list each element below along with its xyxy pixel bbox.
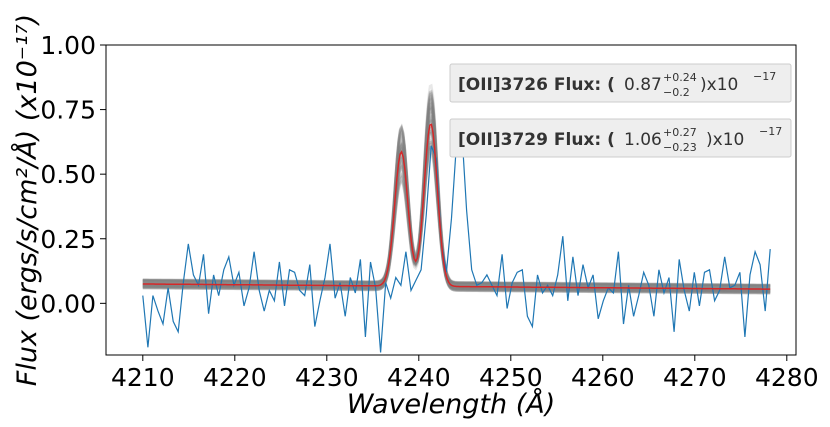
posterior-sample-curve: [142, 106, 771, 287]
x-tick-label: 4210: [111, 363, 175, 392]
posterior-sample-curve: [142, 91, 771, 287]
annotation-suffix: )x10: [706, 130, 744, 150]
posterior-sample-curve: [142, 125, 771, 288]
posterior-sample-curves: [142, 83, 771, 295]
annotation-oii3726: [OII]3726 Flux: ( 0.87 +0.24 −0.2 )x10 −…: [449, 63, 792, 103]
y-tick-label: 0.75: [40, 96, 96, 125]
posterior-sample-curve: [142, 98, 771, 295]
posterior-sample-curve: [142, 95, 771, 294]
y-axis-title: Flux (ergs/s/cm²/Å) (x10⁻¹⁷): [11, 14, 43, 386]
y-tick-label: 0.00: [40, 289, 96, 318]
annotation-exponent: −17: [759, 125, 782, 138]
posterior-sample-curve: [142, 140, 771, 287]
posterior-sample-curve: [142, 144, 771, 292]
plot-frame: [105, 44, 797, 356]
posterior-sample-curve: [142, 123, 771, 286]
posterior-sample-curve: [142, 146, 771, 287]
y-tick-label: 1.00: [40, 31, 96, 60]
annotation-label: [OII]3726 Flux: (: [458, 75, 615, 95]
annotation-label: [OII]3729 Flux: (: [458, 130, 615, 150]
annotation-box: [449, 118, 792, 158]
posterior-sample-curve: [142, 125, 771, 288]
annotation-suffix: )x10: [700, 75, 738, 95]
posterior-sample-curve: [142, 125, 771, 295]
posterior-sample-curve: [142, 102, 771, 287]
posterior-sample-curve: [142, 115, 771, 293]
y-tick-label: 0.50: [40, 160, 96, 189]
annotation-lower-error: −0.23: [663, 141, 697, 154]
x-tick-label: 4250: [479, 363, 543, 392]
posterior-sample-curve: [142, 130, 771, 294]
x-tick-label: 4230: [295, 363, 359, 392]
posterior-sample-curve: [142, 131, 771, 287]
posterior-sample-curve: [142, 129, 771, 288]
observed-spectrum: [142, 127, 771, 353]
posterior-sample-curve: [142, 83, 771, 286]
posterior-sample-curve: [142, 111, 771, 295]
y-tick-label: 0.25: [40, 225, 96, 254]
x-tick-label: 4240: [387, 363, 451, 392]
posterior-sample-curve: [142, 89, 771, 287]
posterior-sample-curve: [142, 92, 771, 286]
posterior-sample-curve: [142, 97, 771, 293]
annotation-value: 0.87: [624, 75, 662, 95]
posterior-sample-curve: [142, 119, 771, 287]
annotation-lower-error: −0.2: [663, 86, 690, 99]
x-tick-label: 4260: [571, 363, 635, 392]
annotation-box: [449, 63, 792, 103]
posterior-sample-curve: [142, 125, 771, 294]
posterior-sample-curve: [142, 142, 771, 291]
posterior-sample-curve: [142, 114, 771, 294]
posterior-sample-curve: [142, 140, 771, 292]
x-tick-label: 4220: [203, 363, 267, 392]
best-fit-model: [142, 123, 771, 290]
posterior-sample-curve: [142, 105, 771, 293]
posterior-sample-curve: [142, 142, 771, 295]
x-axis-title: Wavelength (Å): [347, 388, 556, 420]
posterior-sample-curve: [142, 146, 771, 293]
x-tick-label: 4280: [755, 363, 819, 392]
annotation-oii3729: [OII]3729 Flux: ( 1.06 +0.27 −0.23 )x10 …: [449, 118, 792, 158]
annotation-upper-error: +0.27: [663, 126, 697, 139]
posterior-sample-curve: [142, 136, 771, 290]
posterior-sample-curve: [142, 111, 771, 293]
posterior-sample-curve: [142, 133, 771, 292]
annotation-value: 1.06: [624, 130, 662, 150]
x-tick-label: 4270: [663, 363, 727, 392]
posterior-sample-curve: [142, 129, 771, 293]
annotation-upper-error: +0.24: [663, 71, 697, 84]
posterior-sample-curve: [142, 97, 771, 294]
posterior-sample-curve: [142, 129, 771, 293]
x-axis-ticks: 4210 4220 4230 4240 4250 4260 4270 4280: [111, 355, 819, 392]
posterior-sample-curve: [142, 140, 771, 290]
observed-spectrum-line: [142, 127, 771, 353]
posterior-sample-curve: [142, 96, 771, 295]
posterior-sample-curve: [142, 114, 771, 288]
annotation-exponent: −17: [753, 70, 776, 83]
posterior-sample-curve: [142, 102, 771, 287]
posterior-sample-curve: [142, 89, 771, 293]
posterior-sample-curve: [142, 132, 771, 291]
posterior-sample-curve: [142, 94, 771, 293]
y-axis-ticks: 0.00 0.25 0.50 0.75 1.00: [40, 31, 106, 318]
posterior-sample-curve: [142, 92, 771, 287]
best-fit-model-line: [142, 123, 771, 290]
